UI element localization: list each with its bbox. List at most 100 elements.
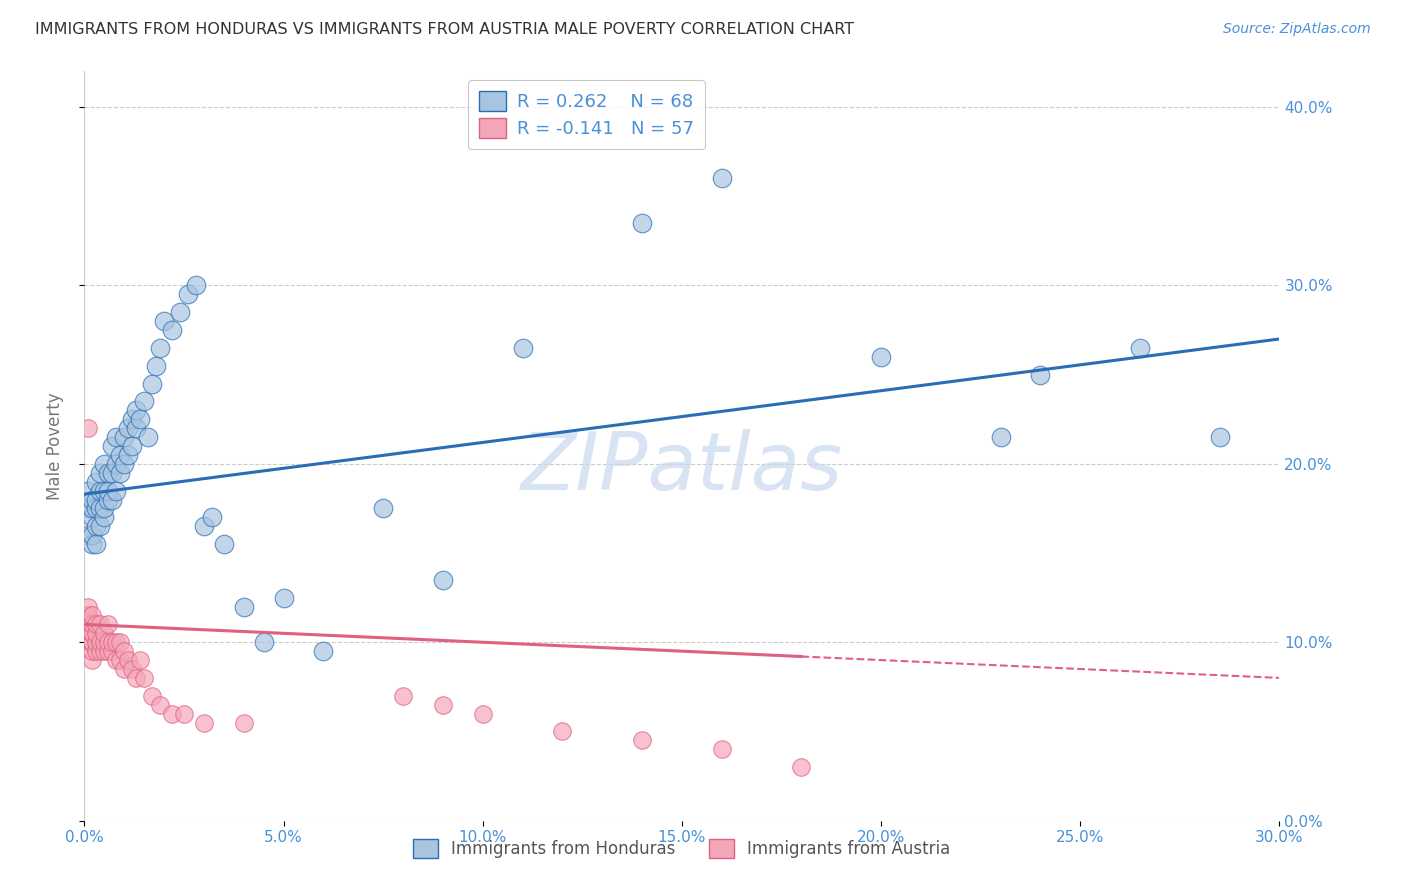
Point — [710, 171, 733, 186]
Point — [77, 626, 100, 640]
Point — [212, 537, 235, 551]
Point — [392, 689, 415, 703]
Point — [273, 591, 295, 605]
Point — [77, 635, 100, 649]
Point — [125, 671, 148, 685]
Point — [77, 608, 100, 623]
Point — [432, 698, 454, 712]
Point — [117, 448, 139, 462]
Point — [77, 421, 100, 435]
Point — [177, 287, 200, 301]
Point — [101, 466, 124, 480]
Point — [193, 519, 215, 533]
Point — [93, 483, 115, 498]
Point — [82, 653, 104, 667]
Point — [77, 501, 100, 516]
Point — [129, 412, 152, 426]
Point — [125, 421, 148, 435]
Point — [93, 644, 115, 658]
Point — [121, 662, 143, 676]
Point — [77, 635, 100, 649]
Point — [86, 537, 108, 551]
Point — [990, 430, 1012, 444]
Point — [141, 376, 163, 391]
Point — [82, 626, 104, 640]
Point — [82, 635, 104, 649]
Point — [373, 501, 395, 516]
Point — [82, 617, 104, 632]
Point — [110, 635, 132, 649]
Point — [82, 528, 104, 542]
Point — [105, 635, 128, 649]
Point — [82, 510, 104, 524]
Point — [101, 644, 124, 658]
Point — [82, 492, 104, 507]
Point — [160, 706, 183, 721]
Point — [77, 483, 100, 498]
Point — [145, 359, 167, 373]
Text: IMMIGRANTS FROM HONDURAS VS IMMIGRANTS FROM AUSTRIA MALE POVERTY CORRELATION CHA: IMMIGRANTS FROM HONDURAS VS IMMIGRANTS F… — [35, 22, 855, 37]
Point — [82, 501, 104, 516]
Point — [82, 635, 104, 649]
Point — [112, 644, 135, 658]
Point — [512, 341, 534, 355]
Y-axis label: Male Poverty: Male Poverty — [45, 392, 63, 500]
Point — [82, 537, 104, 551]
Point — [631, 733, 654, 747]
Point — [136, 430, 159, 444]
Point — [82, 608, 104, 623]
Point — [432, 573, 454, 587]
Point — [312, 644, 335, 658]
Point — [105, 457, 128, 471]
Point — [129, 653, 152, 667]
Point — [77, 626, 100, 640]
Point — [184, 278, 207, 293]
Point — [153, 314, 176, 328]
Point — [97, 644, 120, 658]
Point — [77, 608, 100, 623]
Point — [86, 501, 108, 516]
Point — [86, 635, 108, 649]
Point — [1129, 341, 1152, 355]
Point — [631, 216, 654, 230]
Point — [232, 599, 254, 614]
Point — [112, 457, 135, 471]
Point — [101, 492, 124, 507]
Point — [121, 412, 143, 426]
Point — [870, 350, 893, 364]
Point — [93, 457, 115, 471]
Point — [201, 510, 224, 524]
Point — [141, 689, 163, 703]
Point — [160, 323, 183, 337]
Point — [125, 403, 148, 417]
Point — [112, 430, 135, 444]
Point — [232, 715, 254, 730]
Point — [790, 760, 813, 774]
Point — [89, 635, 111, 649]
Point — [132, 394, 156, 409]
Legend: Immigrants from Honduras, Immigrants from Austria: Immigrants from Honduras, Immigrants fro… — [406, 833, 957, 864]
Point — [149, 341, 172, 355]
Point — [86, 492, 108, 507]
Point — [97, 466, 120, 480]
Point — [112, 662, 135, 676]
Point — [110, 466, 132, 480]
Point — [89, 519, 111, 533]
Point — [253, 635, 276, 649]
Point — [117, 421, 139, 435]
Point — [77, 617, 100, 632]
Point — [93, 635, 115, 649]
Point — [77, 599, 100, 614]
Point — [110, 448, 132, 462]
Point — [105, 483, 128, 498]
Point — [77, 528, 100, 542]
Point — [101, 439, 124, 453]
Point — [89, 501, 111, 516]
Point — [93, 510, 115, 524]
Point — [173, 706, 195, 721]
Point — [710, 742, 733, 756]
Point — [101, 635, 124, 649]
Point — [169, 305, 191, 319]
Point — [132, 671, 156, 685]
Point — [97, 617, 120, 632]
